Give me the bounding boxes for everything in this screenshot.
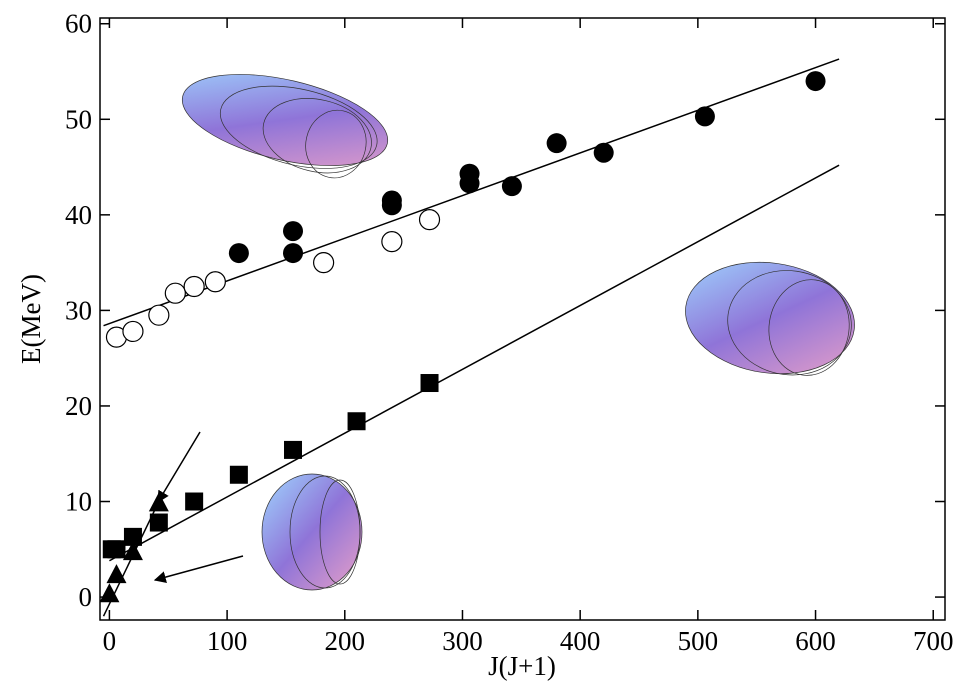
- ellipsoid-decoration: [181, 74, 855, 591]
- arrow: [157, 431, 201, 504]
- y-axis-label: E(MeV): [16, 274, 46, 364]
- y-tick-label: 10: [65, 487, 92, 517]
- point: [283, 243, 304, 264]
- point: [185, 492, 204, 511]
- point: [381, 231, 403, 253]
- point: [420, 374, 439, 393]
- point: [99, 583, 120, 603]
- point: [418, 209, 441, 231]
- point: [347, 412, 366, 431]
- point: [381, 195, 402, 216]
- point: [106, 564, 127, 584]
- x-tick-label: 200: [325, 626, 366, 656]
- point: [183, 275, 205, 298]
- x-tick-label: 600: [795, 626, 836, 656]
- point: [228, 243, 249, 264]
- point: [122, 541, 143, 561]
- point: [805, 71, 826, 92]
- plot-frame: [99, 17, 946, 621]
- y-tick-label: 30: [65, 295, 92, 325]
- point: [164, 282, 186, 304]
- point: [546, 133, 567, 154]
- y-tick-label: 60: [65, 9, 92, 39]
- point: [501, 176, 522, 197]
- arrow: [153, 555, 244, 583]
- point: [148, 492, 169, 512]
- point: [229, 465, 248, 484]
- x-tick-label: 0: [103, 626, 117, 656]
- point: [107, 540, 126, 559]
- point: [283, 221, 304, 242]
- point: [204, 271, 226, 293]
- x-tick-label: 500: [678, 626, 719, 656]
- fit-line: [109, 164, 840, 562]
- point: [149, 513, 168, 532]
- point: [123, 527, 142, 546]
- point: [593, 142, 614, 163]
- point: [148, 304, 170, 326]
- x-tick-label: 100: [207, 626, 248, 656]
- point: [313, 252, 335, 274]
- y-tick-label: 40: [65, 200, 92, 230]
- y-tick-label: 0: [79, 582, 93, 612]
- x-tick-label: 300: [442, 626, 483, 656]
- x-axis-label: J(J+1): [488, 651, 556, 681]
- x-tick-label: 700: [913, 626, 954, 656]
- x-tick-label: 400: [560, 626, 601, 656]
- point: [122, 320, 144, 343]
- y-tick-label: 20: [65, 391, 92, 421]
- y-tick-label: 50: [65, 104, 92, 134]
- point: [694, 106, 715, 127]
- point: [459, 173, 480, 194]
- point: [284, 440, 303, 459]
